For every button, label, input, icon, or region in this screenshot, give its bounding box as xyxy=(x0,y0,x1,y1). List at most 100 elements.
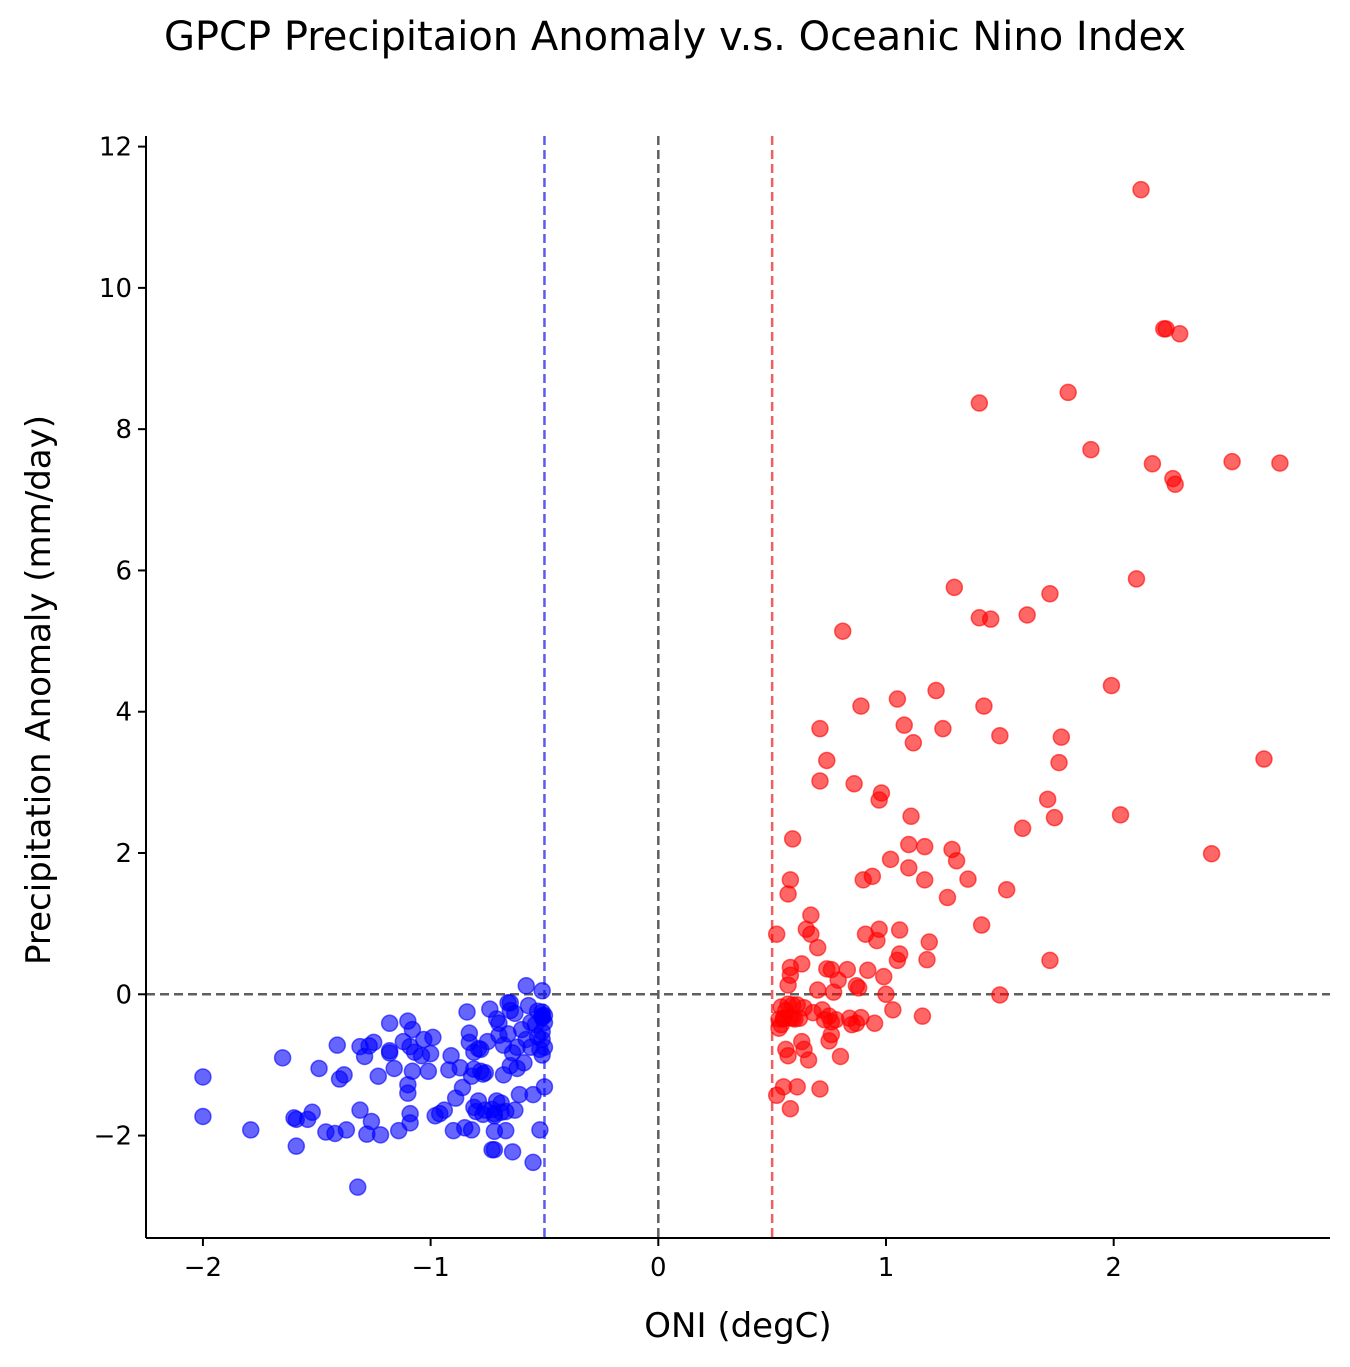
data-point xyxy=(833,622,852,640)
data-point xyxy=(1223,452,1241,471)
data-point xyxy=(1038,790,1057,809)
data-point xyxy=(403,1062,422,1081)
data-point xyxy=(865,1014,884,1033)
data-point xyxy=(838,960,857,979)
data-point xyxy=(399,1084,417,1102)
data-point xyxy=(874,967,893,986)
data-point xyxy=(497,1121,515,1140)
data-point xyxy=(1041,951,1059,970)
data-point xyxy=(927,681,945,700)
data-point xyxy=(811,719,829,738)
data-point xyxy=(991,726,1009,745)
data-point xyxy=(1041,585,1059,603)
data-point xyxy=(859,961,877,980)
data-point xyxy=(349,1178,367,1196)
axes xyxy=(145,136,1330,1239)
data-point xyxy=(453,1078,472,1097)
y-tick-label: 8 xyxy=(115,415,132,445)
data-point xyxy=(915,837,934,856)
data-point xyxy=(310,1059,328,1078)
data-point xyxy=(902,807,920,826)
data-point xyxy=(421,1044,440,1063)
data-point xyxy=(485,1140,504,1159)
data-point xyxy=(517,977,535,995)
data-point xyxy=(890,921,909,939)
data-point xyxy=(362,1112,381,1131)
data-point xyxy=(1170,325,1189,343)
data-point xyxy=(1059,383,1077,402)
y-tick-label: 4 xyxy=(115,698,132,728)
data-point xyxy=(888,690,907,708)
data-point xyxy=(385,1059,403,1078)
data-point xyxy=(997,880,1016,899)
data-point xyxy=(793,955,811,973)
data-point xyxy=(904,734,923,752)
data-point xyxy=(783,830,802,848)
x-tick-label: −2 xyxy=(184,1253,222,1283)
data-point xyxy=(1132,180,1150,199)
x-axis-label: ONI (degC) xyxy=(644,1306,831,1346)
data-point xyxy=(535,1006,554,1025)
data-point xyxy=(870,920,888,939)
data-point xyxy=(506,1101,524,1119)
data-point xyxy=(831,1047,850,1066)
data-point xyxy=(872,784,891,802)
data-point xyxy=(380,1014,399,1033)
data-point xyxy=(476,1063,495,1082)
data-point xyxy=(1127,570,1146,588)
data-point xyxy=(938,888,957,907)
data-point xyxy=(533,982,551,1000)
data-point xyxy=(808,938,827,957)
data-point xyxy=(531,1121,549,1139)
data-point xyxy=(767,925,786,943)
data-point xyxy=(1082,440,1100,459)
data-point xyxy=(900,835,918,854)
data-point xyxy=(506,1004,524,1023)
data-point xyxy=(1255,750,1273,768)
data-point xyxy=(895,716,913,734)
data-point xyxy=(194,1068,212,1086)
data-point xyxy=(1202,844,1221,863)
data-point xyxy=(970,394,989,412)
data-point xyxy=(934,719,952,738)
data-point xyxy=(515,1054,533,1072)
x-tick-label: 2 xyxy=(1105,1253,1122,1283)
data-point xyxy=(818,751,836,770)
data-point xyxy=(975,697,993,715)
data-point xyxy=(337,1121,356,1139)
y-tick-label: 10 xyxy=(99,274,132,304)
data-point xyxy=(442,1046,460,1065)
data-point xyxy=(779,1046,797,1065)
data-point xyxy=(241,1121,260,1139)
data-point xyxy=(808,981,827,999)
data-point xyxy=(1111,806,1130,824)
data-point xyxy=(900,859,918,877)
data-point xyxy=(947,852,966,870)
data-point xyxy=(424,1028,442,1047)
chart-title: GPCP Precipitaion Anomaly v.s. Oceanic N… xyxy=(163,14,1187,60)
data-point xyxy=(1271,454,1289,472)
data-point xyxy=(877,985,895,1004)
data-point xyxy=(535,1038,554,1057)
data-point xyxy=(918,950,936,969)
data-point xyxy=(419,1062,438,1081)
data-point xyxy=(535,1078,554,1096)
data-point xyxy=(369,1067,387,1085)
data-point xyxy=(351,1101,369,1119)
data-point xyxy=(380,1042,399,1060)
data-point xyxy=(371,1126,390,1144)
y-ticks: −2 0 2 4 6 8 10 12 xyxy=(94,133,146,1152)
data-point xyxy=(335,1066,353,1084)
data-point xyxy=(403,1020,422,1039)
data-point xyxy=(273,1049,292,1067)
y-tick-label: 0 xyxy=(115,980,132,1010)
data-point xyxy=(915,871,934,889)
data-point xyxy=(972,916,991,934)
x-tick-label: −1 xyxy=(411,1253,449,1283)
data-point xyxy=(328,1036,347,1054)
data-point xyxy=(811,772,829,790)
data-point xyxy=(913,1007,932,1025)
y-tick-label: 6 xyxy=(115,556,132,586)
data-point xyxy=(884,1001,902,1019)
